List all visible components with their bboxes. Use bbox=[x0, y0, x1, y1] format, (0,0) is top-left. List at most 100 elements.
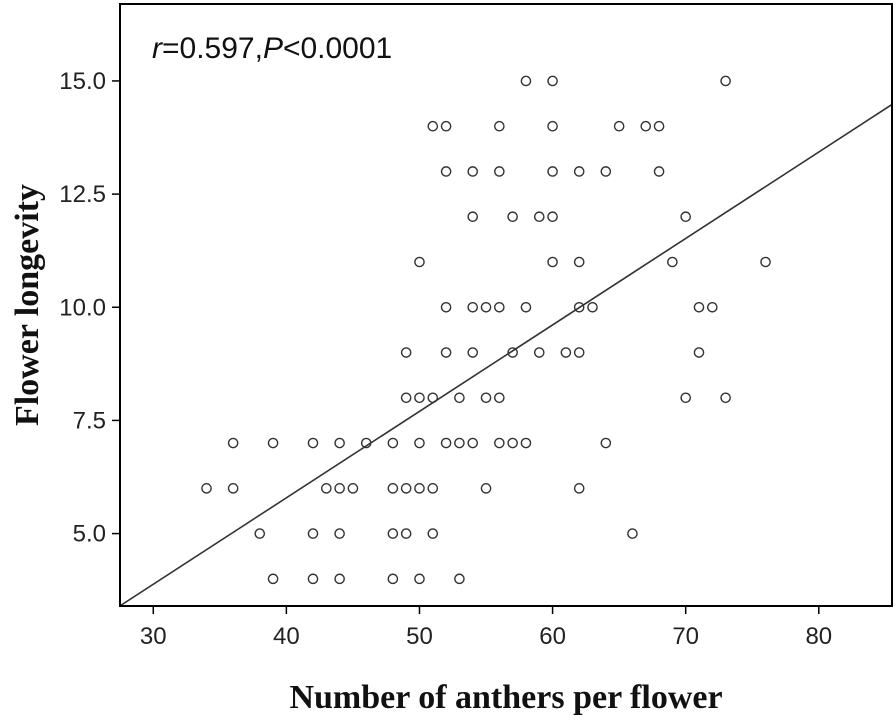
data-point bbox=[573, 483, 585, 494]
data-point bbox=[334, 437, 345, 449]
data-point bbox=[454, 392, 465, 404]
data-point bbox=[321, 483, 332, 494]
data-point bbox=[400, 347, 412, 358]
y-axis-label: Flower longevity bbox=[9, 184, 46, 426]
y-tick-label: 7.5 bbox=[73, 407, 106, 434]
data-point bbox=[414, 573, 425, 585]
data-point bbox=[427, 392, 439, 404]
data-point bbox=[720, 75, 731, 87]
data-point bbox=[547, 75, 558, 87]
data-point bbox=[307, 437, 319, 449]
data-point bbox=[427, 120, 439, 132]
data-point bbox=[547, 166, 558, 177]
data-point bbox=[547, 211, 558, 223]
data-point bbox=[507, 437, 518, 449]
regression-line bbox=[120, 103, 892, 606]
data-point bbox=[693, 301, 705, 313]
data-point bbox=[360, 437, 372, 449]
data-point bbox=[480, 301, 492, 313]
data-point bbox=[440, 347, 452, 358]
x-tick-label: 30 bbox=[140, 623, 167, 650]
data-point bbox=[494, 301, 505, 313]
data-point bbox=[414, 256, 425, 268]
data-point bbox=[201, 483, 212, 494]
x-tick-label: 80 bbox=[805, 623, 832, 650]
data-point bbox=[680, 392, 691, 404]
data-point bbox=[600, 437, 612, 449]
data-point bbox=[227, 437, 239, 449]
data-point bbox=[494, 166, 505, 177]
data-point bbox=[547, 256, 558, 268]
data-point bbox=[600, 166, 612, 177]
data-point bbox=[467, 166, 479, 177]
data-point bbox=[414, 392, 425, 404]
data-point bbox=[440, 301, 452, 313]
data-point bbox=[454, 437, 465, 449]
y-tick-label: 5.0 bbox=[73, 521, 106, 548]
data-point bbox=[520, 301, 532, 313]
x-axis-label: Number of anthers per flower bbox=[289, 679, 722, 716]
data-point bbox=[760, 256, 771, 268]
data-point bbox=[400, 483, 412, 494]
data-point bbox=[414, 437, 425, 449]
data-point bbox=[467, 437, 479, 449]
data-point bbox=[387, 528, 399, 539]
data-point bbox=[627, 528, 638, 539]
data-point bbox=[613, 120, 625, 132]
data-point bbox=[720, 392, 731, 404]
data-point bbox=[467, 347, 479, 358]
data-point bbox=[454, 573, 465, 585]
data-point bbox=[494, 437, 505, 449]
data-point bbox=[533, 211, 545, 223]
data-point bbox=[334, 483, 345, 494]
data-point bbox=[520, 437, 532, 449]
data-point bbox=[587, 301, 598, 313]
data-point bbox=[480, 483, 492, 494]
data-point bbox=[307, 528, 319, 539]
x-tick-label: 70 bbox=[672, 623, 699, 650]
data-point bbox=[573, 166, 585, 177]
data-point bbox=[467, 211, 479, 223]
data-point bbox=[547, 120, 558, 132]
data-point bbox=[400, 528, 412, 539]
data-point bbox=[573, 347, 585, 358]
data-point bbox=[414, 483, 425, 494]
data-point bbox=[347, 483, 359, 494]
data-point bbox=[507, 211, 518, 223]
y-tick-label: 12.5 bbox=[59, 181, 106, 208]
x-tick-label: 60 bbox=[539, 623, 566, 650]
data-point bbox=[573, 256, 585, 268]
data-point bbox=[680, 211, 691, 223]
data-point bbox=[653, 166, 665, 177]
data-point bbox=[494, 392, 505, 404]
data-point bbox=[427, 483, 439, 494]
data-point bbox=[560, 347, 572, 358]
data-point bbox=[533, 347, 545, 358]
data-point bbox=[693, 347, 705, 358]
data-point bbox=[387, 573, 399, 585]
data-point bbox=[667, 256, 678, 268]
x-tick-label: 50 bbox=[406, 623, 433, 650]
x-tick-label: 40 bbox=[273, 623, 300, 650]
data-point bbox=[494, 120, 505, 132]
data-point bbox=[400, 392, 412, 404]
data-point bbox=[307, 573, 319, 585]
correlation-annotation: r=0.597,P<0.0001 bbox=[152, 32, 392, 65]
data-point bbox=[467, 301, 479, 313]
data-point bbox=[480, 392, 492, 404]
data-point bbox=[387, 483, 399, 494]
data-point bbox=[440, 120, 452, 132]
data-point bbox=[520, 75, 532, 87]
data-point bbox=[267, 573, 279, 585]
data-point bbox=[334, 528, 345, 539]
data-point bbox=[507, 347, 518, 358]
data-point bbox=[427, 528, 439, 539]
y-tick-label: 15.0 bbox=[59, 68, 106, 95]
data-point bbox=[334, 573, 345, 585]
plot-frame bbox=[119, 3, 893, 607]
data-point bbox=[707, 301, 718, 313]
data-point bbox=[573, 301, 585, 313]
data-point bbox=[227, 483, 239, 494]
data-point bbox=[440, 437, 452, 449]
